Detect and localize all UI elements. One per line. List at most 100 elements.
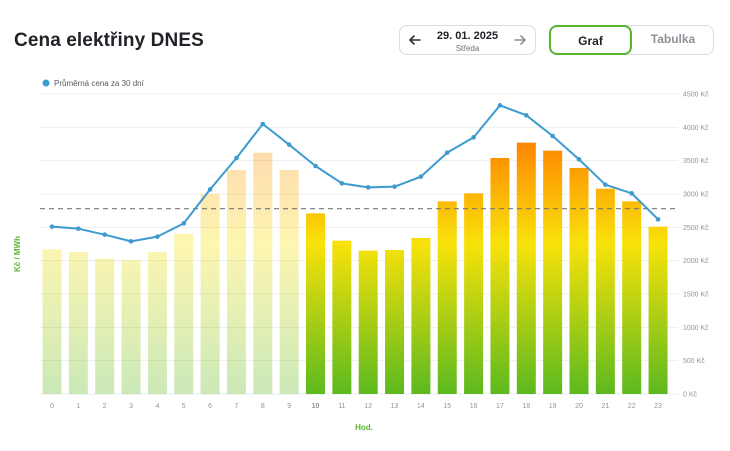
average-price-point[interactable] — [576, 157, 582, 162]
y-tick-label: 3500 Kč — [683, 158, 709, 165]
x-tick-label: 7 — [234, 403, 238, 410]
arrow-right-icon[interactable] — [512, 32, 528, 48]
price-bar[interactable] — [226, 170, 246, 394]
average-price-point[interactable] — [418, 174, 424, 179]
average-price-point[interactable] — [497, 103, 503, 108]
average-price-point[interactable] — [128, 239, 134, 244]
y-tick-label: 4000 Kč — [683, 125, 709, 132]
price-bar[interactable] — [121, 260, 141, 394]
price-bar[interactable] — [569, 168, 589, 394]
date-picker: 29. 01. 2025 Středa — [399, 25, 536, 55]
x-tick-label: 4 — [155, 403, 159, 410]
price-bar[interactable] — [385, 250, 405, 394]
x-tick-label: 13 — [391, 403, 399, 410]
average-price-point[interactable] — [471, 135, 476, 140]
average-price-line — [51, 104, 659, 243]
x-tick-label: 11 — [338, 403, 345, 410]
price-bar[interactable] — [595, 188, 615, 394]
weekday-label: Středa — [455, 44, 480, 53]
y-tick-label: 2000 Kč — [683, 258, 709, 265]
view-toggle: Graf Tabulka — [549, 25, 714, 55]
average-price-point[interactable] — [155, 234, 160, 239]
y-axis-title: Kč / MWh — [13, 236, 22, 272]
page-title: Cena elektřiny DNES — [14, 30, 204, 51]
y-tick-label: 0 Kč — [683, 392, 698, 399]
price-bar[interactable] — [253, 152, 273, 394]
price-bar[interactable] — [174, 234, 194, 394]
y-tick-label: 3000 Kč — [683, 192, 709, 199]
x-tick-label: 17 — [496, 403, 504, 410]
price-bar[interactable] — [358, 250, 378, 394]
tab-graph[interactable]: Graf — [549, 25, 632, 55]
y-tick-label: 2500 Kč — [683, 225, 709, 232]
price-bar[interactable] — [411, 238, 431, 394]
price-bar[interactable] — [95, 258, 115, 394]
x-tick-label: 2 — [103, 403, 107, 410]
x-tick-label: 18 — [522, 403, 530, 410]
average-price-point[interactable] — [603, 182, 608, 187]
average-price-point[interactable] — [76, 226, 81, 231]
average-price-point[interactable] — [102, 232, 107, 237]
x-tick-label: 8 — [261, 403, 265, 410]
arrow-left-icon[interactable] — [407, 32, 423, 48]
price-bar[interactable] — [464, 193, 484, 394]
price-bar[interactable] — [332, 240, 352, 394]
x-tick-label: 15 — [443, 403, 451, 410]
average-price-point[interactable] — [260, 121, 266, 127]
x-tick-label: 23 — [654, 403, 662, 410]
price-bar[interactable] — [490, 158, 510, 394]
price-bar[interactable] — [68, 252, 88, 394]
y-tick-label: 1000 Kč — [683, 325, 709, 332]
average-price-point[interactable] — [339, 181, 345, 186]
x-tick-label: 22 — [628, 403, 636, 410]
x-tick-label: 14 — [417, 403, 425, 410]
average-line — [49, 103, 661, 244]
x-tick-label: 0 — [50, 403, 54, 410]
y-tick-label: 500 Kč — [683, 358, 705, 365]
x-tick-label: 6 — [208, 403, 212, 410]
x-tick-label: 12 — [364, 403, 372, 410]
x-tick-label: 5 — [182, 403, 186, 410]
legend-marker — [42, 79, 50, 87]
x-tick-label: 19 — [549, 403, 557, 410]
x-tick-label: 16 — [470, 403, 478, 410]
average-price-point[interactable] — [550, 133, 555, 139]
x-tick-label: 21 — [601, 403, 609, 410]
legend-label: Průměrná cena za 30 dní — [54, 79, 145, 88]
price-bar[interactable] — [543, 150, 563, 394]
x-axis-ticks: 0 1 2 3 4 5 6 7 8 9 10 11 12 13 14 15 16 17 18 19 20 21 22 23 — [50, 403, 662, 410]
average-price-point[interactable] — [207, 187, 213, 192]
x-tick-label: 10 — [312, 403, 320, 410]
y-tick-label: 4500 Kč — [683, 92, 709, 99]
average-price-point[interactable] — [655, 217, 661, 222]
average-price-point[interactable] — [365, 185, 371, 190]
price-bar[interactable] — [516, 142, 536, 394]
price-bar[interactable] — [306, 213, 325, 394]
x-axis-title: Hod. — [355, 423, 373, 432]
price-bar[interactable] — [437, 201, 457, 394]
average-price-point[interactable] — [49, 224, 55, 229]
price-bar[interactable] — [622, 201, 642, 394]
tab-table[interactable]: Tabulka — [650, 32, 696, 46]
price-bar[interactable] — [147, 252, 167, 394]
x-tick-label: 1 — [76, 403, 80, 410]
price-bar[interactable] — [200, 194, 220, 394]
price-bars — [40, 142, 678, 394]
price-bar[interactable] — [279, 170, 299, 394]
date-value: 29. 01. 2025 — [436, 30, 499, 42]
average-price-point[interactable] — [629, 191, 634, 196]
x-tick-label: 9 — [287, 403, 291, 410]
average-price-point[interactable] — [313, 163, 318, 169]
average-price-point[interactable] — [392, 184, 397, 189]
price-bar[interactable] — [648, 226, 668, 394]
average-price-point[interactable] — [181, 221, 187, 226]
average-price-point[interactable] — [286, 142, 292, 147]
x-tick-label: 20 — [575, 403, 583, 410]
legend: Průměrná cena za 30 dní — [42, 79, 145, 88]
price-bar[interactable] — [42, 249, 62, 394]
average-price-point[interactable] — [524, 113, 529, 118]
average-price-point[interactable] — [444, 150, 450, 155]
average-price-point[interactable] — [234, 155, 239, 161]
y-axis-ticks: 0 Kč 500 Kč 1000 Kč 1500 Kč 2000 Kč 2500 Kč 30… — [683, 92, 709, 399]
